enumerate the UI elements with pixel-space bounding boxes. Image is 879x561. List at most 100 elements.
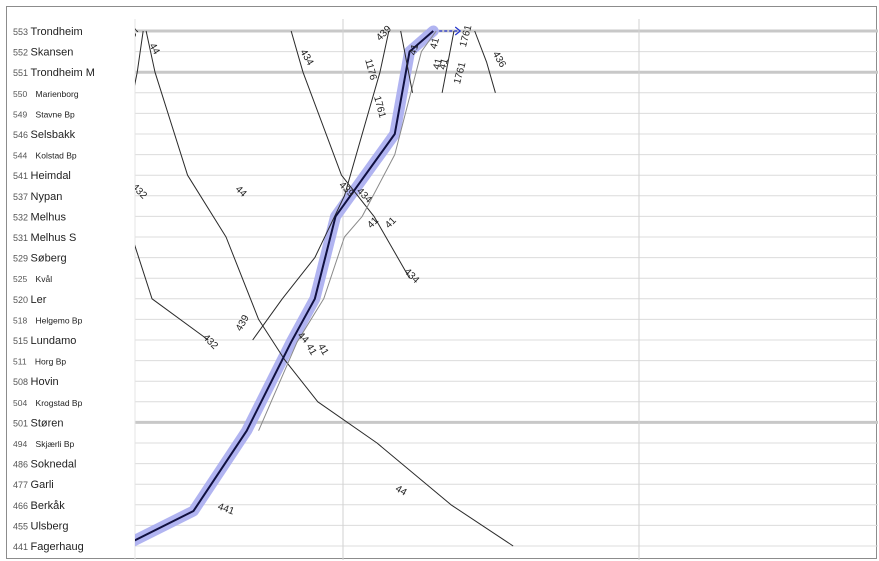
train-path-439[interactable]	[252, 30, 390, 341]
train-number-label: 432	[200, 332, 220, 352]
station-name: Kolstad Bp	[36, 151, 77, 161]
station-label: 518 Helgemo Bp	[13, 315, 83, 325]
station-km: 531	[13, 233, 31, 243]
train-markers	[106, 26, 462, 552]
train-path-44[interactable]	[145, 30, 514, 547]
station-name: Marienborg	[36, 89, 79, 99]
train-number-label: 436	[490, 50, 508, 70]
station-name: Selsbakk	[31, 129, 76, 141]
train-number-label: 41	[383, 215, 399, 231]
train-number-label: 41	[437, 57, 451, 71]
station-km: 501	[13, 418, 31, 428]
station-km: 511	[13, 357, 29, 367]
station-label: 529 Søberg	[13, 253, 67, 265]
train-number-label: 41	[428, 36, 442, 50]
station-km: 494	[13, 439, 30, 449]
train-paths[interactable]	[7, 30, 514, 556]
train-path-434[interactable]	[290, 30, 410, 279]
station-name: Horg Bp	[35, 357, 66, 367]
station-label: 541 Heimdal	[13, 170, 71, 182]
train-number-label: 432	[129, 182, 149, 202]
station-label: 501 Støren	[13, 417, 64, 429]
station-km: 546	[13, 130, 31, 140]
train-path-41[interactable]	[258, 30, 437, 431]
station-km: 441	[13, 542, 31, 552]
station-label: 552 Skansen	[13, 47, 73, 59]
train-number-label: 439	[234, 313, 252, 333]
station-label: 553 Trondheim	[13, 26, 83, 38]
station-km: 508	[13, 377, 31, 387]
train-path-436[interactable]	[474, 30, 496, 93]
train-number-label: 437	[108, 168, 128, 188]
station-km: 550	[13, 89, 30, 99]
arrow-right-icon	[454, 26, 462, 36]
station-name: Stavne Bp	[36, 109, 75, 119]
train-number-label: 44	[393, 483, 409, 498]
train-number-label: 1761	[458, 23, 474, 48]
station-label: 441 Fagerhaug	[13, 541, 84, 553]
train-path-437[interactable]	[7, 30, 144, 340]
station-label: 486 Soknedal	[13, 459, 76, 471]
arrow-right-icon	[106, 544, 111, 552]
station-name: Støren	[31, 417, 64, 429]
time-grid-lines	[134, 19, 640, 560]
train-number-label: 41	[315, 342, 330, 358]
train-number-label: 41	[431, 57, 445, 71]
station-km: 525	[13, 274, 30, 284]
station-name: Lundamo	[31, 335, 77, 347]
station-name: Søberg	[31, 253, 67, 265]
train-number-label: 44	[146, 41, 161, 57]
station-km: 486	[13, 460, 31, 470]
train-path-1761[interactable]	[441, 30, 455, 93]
station-name: Trondheim M	[31, 67, 95, 79]
station-km: 552	[13, 48, 31, 58]
station-name: Ulsberg	[31, 520, 69, 532]
station-km: 529	[13, 254, 31, 264]
train-number-label: 434	[297, 48, 315, 68]
train-path-1761[interactable]	[400, 30, 414, 93]
train-number-label: 41	[303, 342, 318, 358]
station-km: 504	[13, 398, 30, 408]
station-name: Trondheim	[31, 26, 83, 38]
station-name: Skansen	[31, 47, 74, 59]
station-label: 504 Krogstad Bp	[13, 398, 83, 408]
station-name: Helgemo Bp	[36, 315, 83, 325]
train-path-432[interactable]	[51, 31, 209, 341]
station-km: 532	[13, 212, 31, 222]
train-number-label: 1176	[362, 58, 378, 82]
station-name: Berkåk	[31, 500, 66, 512]
train-path-41[interactable]	[119, 30, 434, 548]
train-number-label: 437	[124, 25, 142, 45]
train-number-label: 41	[408, 42, 422, 56]
station-label: 466 Berkåk	[13, 500, 65, 512]
station-name: Melhus	[31, 211, 67, 223]
train-number-label: 441	[216, 501, 236, 517]
station-name: Soknedal	[31, 459, 77, 471]
station-km: 537	[13, 192, 31, 202]
station-label: 549 Stavne Bp	[13, 109, 75, 119]
station-grid-lines	[135, 29, 878, 547]
station-name: Hovin	[31, 376, 59, 388]
station-km: 477	[13, 480, 31, 490]
station-km: 515	[13, 336, 31, 346]
station-name: Krogstad Bp	[36, 398, 83, 408]
station-label: 532 Melhus	[13, 211, 66, 223]
station-name: Ler	[31, 294, 47, 306]
station-km: 553	[13, 27, 31, 37]
station-name: Kvål	[36, 274, 53, 284]
station-name: Melhus S	[31, 232, 77, 244]
station-label: 531 Melhus S	[13, 232, 76, 244]
station-km: 520	[13, 295, 31, 305]
station-label: 515 Lundamo	[13, 335, 76, 347]
station-label: 546 Selsbakk	[13, 129, 76, 141]
station-label: 511 Horg Bp	[13, 357, 66, 367]
station-km: 518	[13, 315, 30, 325]
station-label: 494 Skjærli Bp	[13, 439, 75, 449]
station-km: 551	[13, 68, 31, 78]
train-number-label: 1761	[371, 95, 387, 120]
train-number-label: 439	[374, 24, 394, 44]
station-km: 466	[13, 501, 31, 511]
